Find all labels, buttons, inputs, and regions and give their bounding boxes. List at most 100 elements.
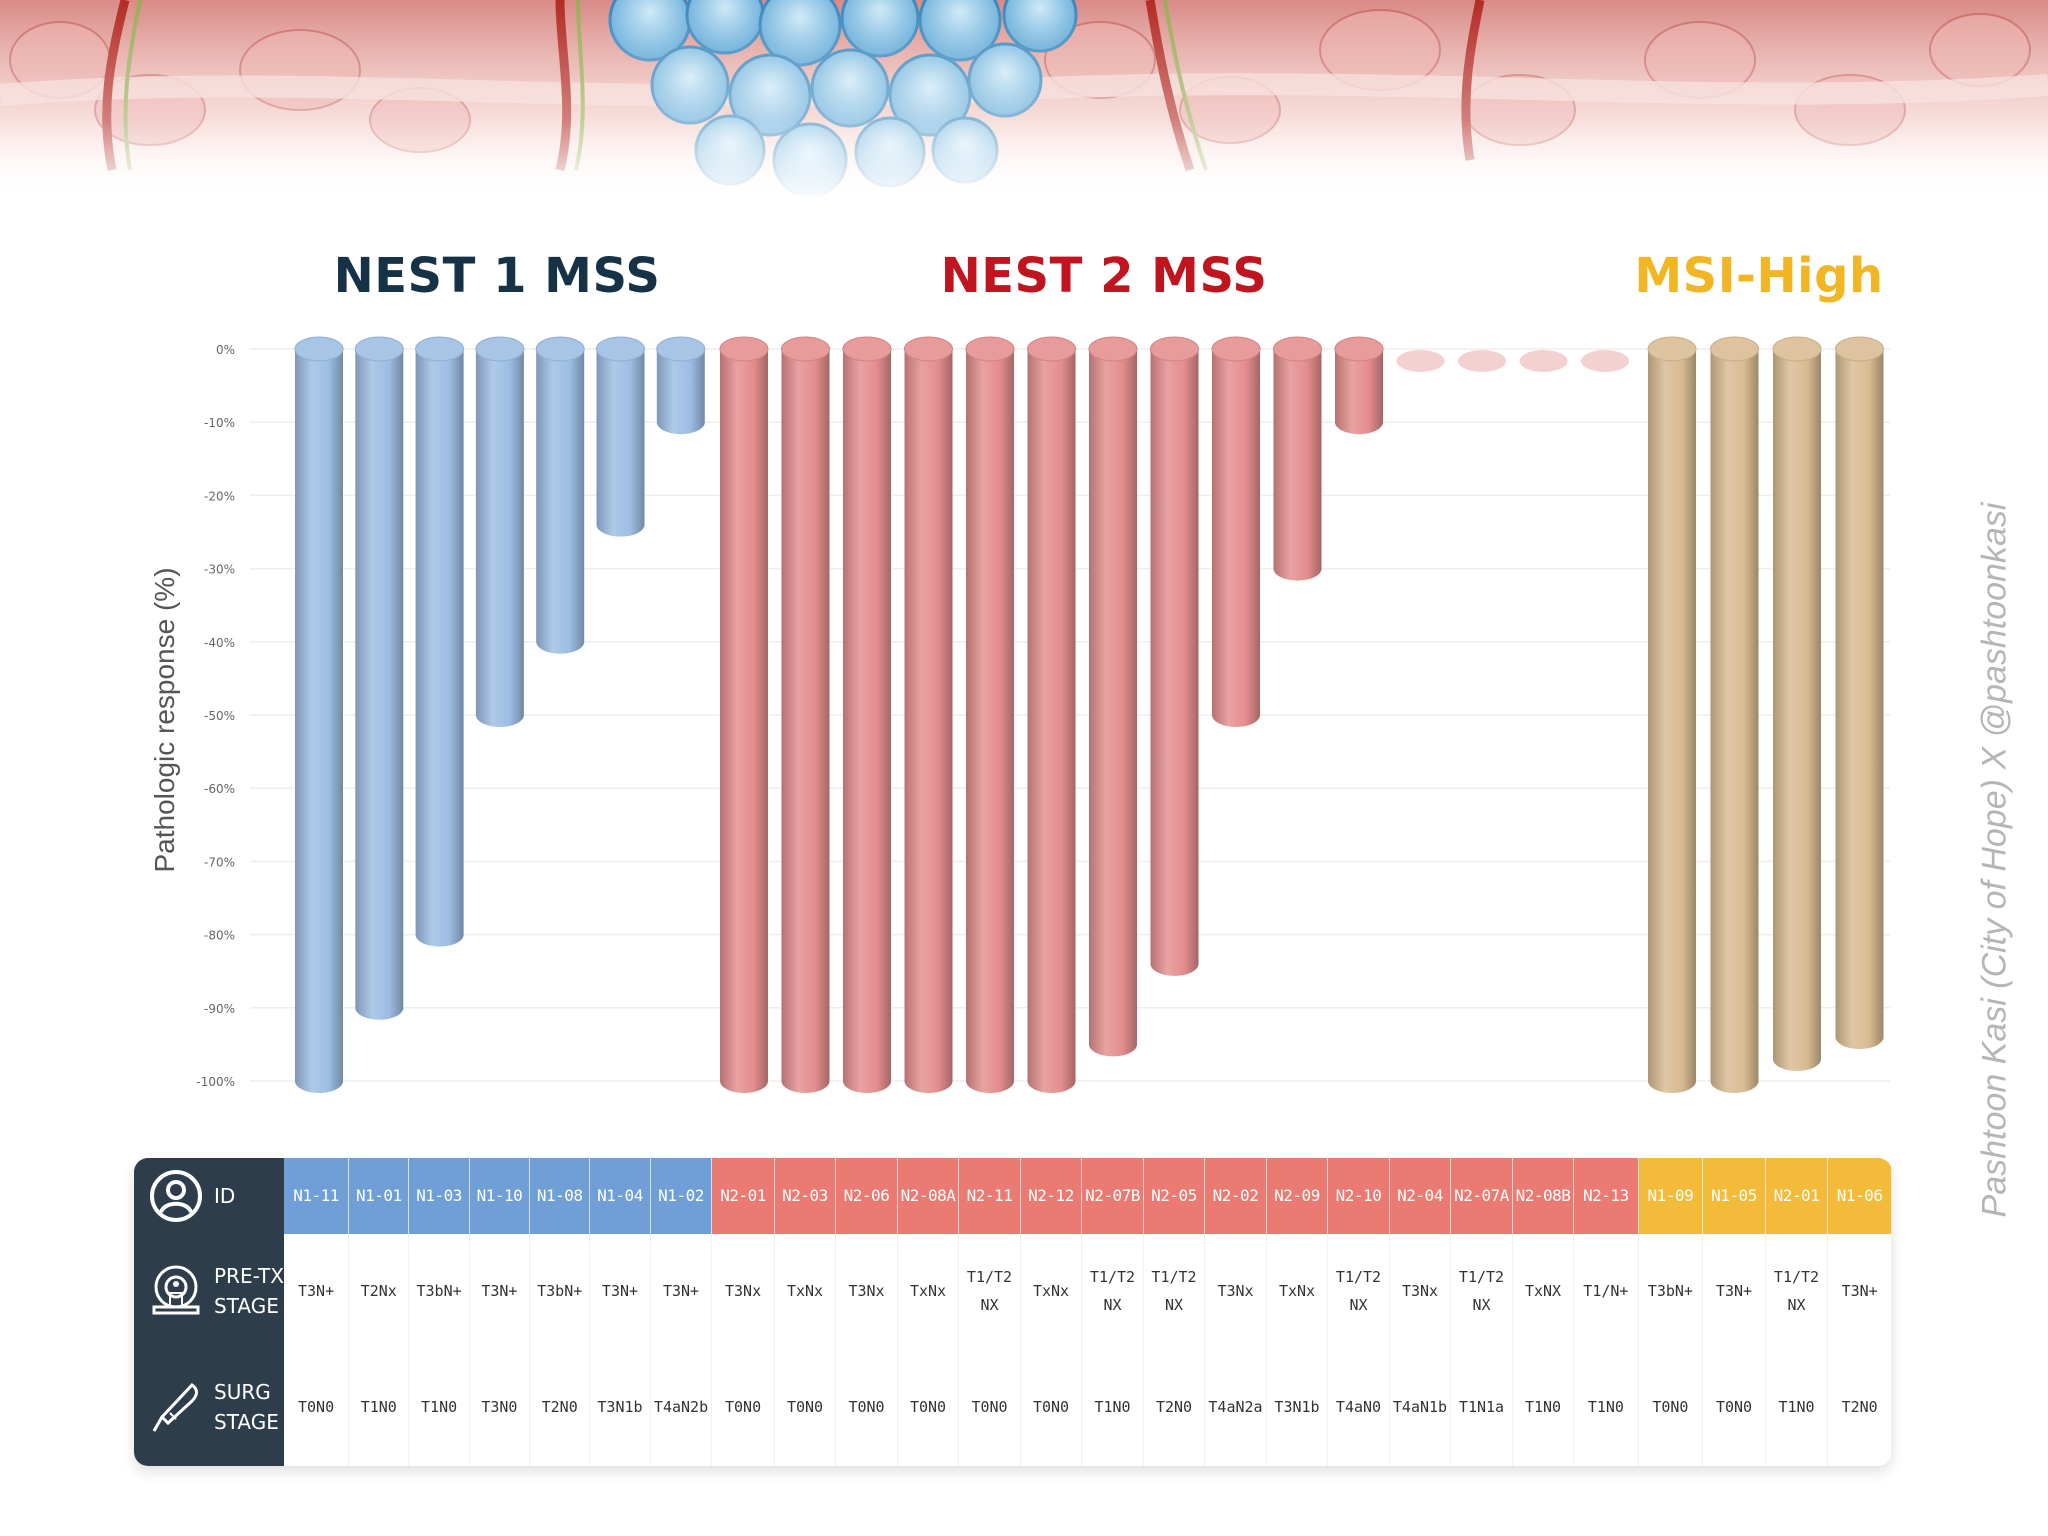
pre-tx-stage-cell: TxNx — [898, 1234, 960, 1348]
group-title-nest1: NEST 1 MSS — [333, 248, 661, 304]
pre-tx-stage-cell: T3N+ — [470, 1234, 531, 1348]
surg-stage-cell: T0N0 — [959, 1348, 1021, 1466]
bar-n1-08 — [535, 336, 585, 654]
patient-table: ID PRE-TX STAGE SURG STAGE N1-11 T3N+ T0N0… — [134, 1158, 1892, 1466]
id-cell: N1-11 — [284, 1158, 350, 1234]
person-icon — [150, 1170, 202, 1222]
surg-stage-cell: T3N1b — [1267, 1348, 1329, 1466]
id-cell: N2-11 — [959, 1158, 1021, 1234]
row-header-pre-tx-label: PRE-TX STAGE — [214, 1264, 284, 1318]
pre-tx-stage-cell: T2Nx — [349, 1234, 410, 1348]
surg-stage-cell: T0N0 — [1703, 1348, 1766, 1466]
y-tick-label: -70% — [204, 855, 235, 869]
pre-tx-stage-cell: TxNx — [1021, 1234, 1083, 1348]
pre-tx-stage-cell: T3N+ — [651, 1234, 713, 1348]
surg-stage-cell: T0N0 — [1021, 1348, 1083, 1466]
bar-n2-03 — [781, 336, 830, 1093]
pre-tx-stage-cell: T3Nx — [712, 1234, 775, 1348]
bar-n1-03 — [415, 336, 465, 947]
surg-stage-cell: T0N0 — [836, 1348, 898, 1466]
surg-stage-cell: T4aN2a — [1205, 1348, 1267, 1466]
id-cell: N1-03 — [409, 1158, 470, 1234]
id-cell: N2-03 — [774, 1158, 837, 1234]
pre-tx-stage-cell: T3N+ — [590, 1234, 651, 1348]
id-cell: N1-08 — [530, 1158, 591, 1234]
id-cell: N1-01 — [349, 1158, 410, 1234]
row-header-id: ID — [134, 1158, 284, 1236]
surg-stage-cell: T0N0 — [712, 1348, 775, 1466]
surg-stage-cell: T1N0 — [409, 1348, 470, 1466]
anatomy-banner-image — [0, 0, 2048, 200]
pre-tx-stage-cell: T1/N+ — [1574, 1234, 1639, 1348]
pre-tx-stage-cell: TxNX — [1513, 1234, 1575, 1348]
pre-tx-stage-cell: T3bN+ — [530, 1234, 591, 1348]
id-cell: N2-05 — [1143, 1158, 1206, 1234]
bar-n2-08a — [904, 336, 953, 1093]
bar-n2-12 — [1027, 336, 1076, 1093]
row-header-surg: SURG STAGE — [134, 1348, 284, 1466]
pre-tx-stage-cell: T1/T2 NX — [1766, 1234, 1829, 1348]
bar-n1-05 — [1710, 336, 1759, 1093]
y-tick-label: -10% — [204, 416, 235, 430]
pre-tx-stage-cell: TxNx — [775, 1234, 837, 1348]
y-tick-label: -80% — [204, 929, 235, 943]
surg-stage-cell: T4aN1b — [1390, 1348, 1452, 1466]
pre-tx-stage-cell: T3Nx — [1390, 1234, 1452, 1348]
y-axis-label: Pathologic response (%) — [149, 567, 180, 873]
surg-stage-cell: T1N0 — [1082, 1348, 1144, 1466]
id-cell: N2-09 — [1266, 1158, 1329, 1234]
id-cell: N2-07B — [1082, 1158, 1144, 1234]
bar-n2-07a — [1458, 350, 1506, 372]
bar-n1-04 — [596, 336, 645, 537]
pre-tx-stage-cell: T3N+ — [1703, 1234, 1766, 1348]
bar-n2-02 — [1211, 336, 1261, 727]
pre-tx-stage-cell: T1/T2 NX — [1451, 1234, 1513, 1348]
id-cell: N2-12 — [1020, 1158, 1083, 1234]
bar-n2-01 — [1772, 336, 1822, 1072]
id-cell: N1-06 — [1828, 1158, 1892, 1234]
y-tick-label: -40% — [204, 636, 235, 650]
y-tick-label: -30% — [204, 563, 235, 577]
surg-stage-cell: T1N0 — [1574, 1348, 1639, 1466]
pre-tx-stage-cell: T3Nx — [1205, 1234, 1267, 1348]
row-header-surg-label: SURG STAGE — [214, 1380, 279, 1434]
id-cell: N2-02 — [1205, 1158, 1267, 1234]
surg-stage-cell: T2N0 — [1144, 1348, 1206, 1466]
id-cell: N1-04 — [590, 1158, 651, 1234]
group-title-msi: MSI-High — [1634, 248, 1884, 304]
id-cell: N1-09 — [1638, 1158, 1704, 1234]
bar-n1-11 — [294, 336, 344, 1093]
id-cell: N2-07A — [1451, 1158, 1513, 1234]
pre-tx-stage-cell: T1/T2 NX — [959, 1234, 1021, 1348]
surg-stage-cell: T1N1a — [1451, 1348, 1513, 1466]
pre-tx-stage-cell: TxNx — [1267, 1234, 1329, 1348]
y-tick-label: -50% — [204, 709, 235, 723]
id-cell: N2-08B — [1512, 1158, 1575, 1234]
surg-stage-cell: T0N0 — [898, 1348, 960, 1466]
surg-stage-cell: T3N1b — [590, 1348, 651, 1466]
surg-stage-cell: T1N0 — [349, 1348, 410, 1466]
surg-stage-cell: T0N0 — [284, 1348, 350, 1466]
surg-stage-cell: T2N0 — [530, 1348, 591, 1466]
id-cell: N2-06 — [836, 1158, 898, 1234]
surg-stage-cell: T4aN2b — [651, 1348, 713, 1466]
pre-tx-stage-cell: T3bN+ — [1639, 1234, 1704, 1348]
bar-n2-09 — [1273, 336, 1322, 581]
scalpel-icon — [152, 1383, 198, 1432]
y-tick-label: -20% — [204, 489, 235, 503]
pre-tx-stage-cell: T3Nx — [836, 1234, 898, 1348]
bar-n2-10 — [1334, 336, 1384, 435]
id-cell: N1-05 — [1703, 1158, 1766, 1234]
id-cell: N2-13 — [1574, 1158, 1639, 1234]
y-tick-label: -100% — [196, 1075, 235, 1089]
pre-tx-stage-cell: T3N+ — [284, 1234, 350, 1348]
bar-n1-01 — [354, 336, 404, 1020]
surg-stage-cell: T0N0 — [775, 1348, 837, 1466]
credit-text: Pashtoon Kasi (City of Hope) X @pashtoon… — [1975, 502, 2014, 1218]
id-cell: N2-01 — [712, 1158, 775, 1234]
y-tick-label: 0% — [216, 343, 235, 357]
row-header-pre-tx: PRE-TX STAGE — [134, 1234, 284, 1350]
bar-n2-08b — [1519, 350, 1568, 372]
id-cell: N2-08A — [897, 1158, 960, 1234]
group-title-nest2: NEST 2 MSS — [940, 248, 1268, 304]
